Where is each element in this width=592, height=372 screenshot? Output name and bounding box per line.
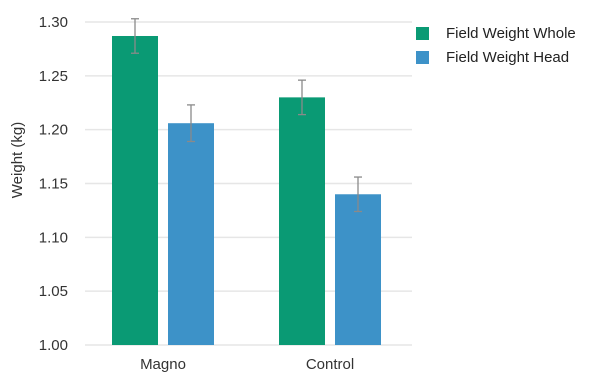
- legend-label: Field Weight Whole: [446, 25, 576, 42]
- x-axis-ticks: Magno Control: [140, 356, 354, 372]
- y-tick-label: 1.10: [39, 229, 68, 246]
- x-tick-label-control: Control: [306, 356, 354, 372]
- y-tick-label: 1.00: [39, 337, 68, 354]
- bar-control-head: [335, 194, 381, 345]
- y-tick-label: 1.25: [39, 68, 68, 85]
- bar-control-whole: [279, 97, 325, 345]
- y-tick-label: 1.30: [39, 14, 68, 31]
- bars: [112, 18, 381, 345]
- legend-label: Field Weight Head: [446, 49, 569, 66]
- bar-magno-head: [168, 123, 214, 345]
- y-axis-ticks: 1.00 1.05 1.10 1.15 1.20 1.25 1.30: [39, 14, 68, 354]
- bar-magno-whole: [112, 35, 158, 345]
- y-tick-label: 1.15: [39, 176, 68, 193]
- y-axis-label: Weight (kg): [9, 122, 26, 198]
- legend-swatch: [416, 51, 429, 64]
- y-tick-label: 1.05: [39, 283, 68, 300]
- y-tick-label: 1.20: [39, 122, 68, 139]
- x-tick-label-magno: Magno: [140, 356, 186, 372]
- legend: Field Weight Whole Field Weight Head: [416, 25, 576, 66]
- legend-swatch: [416, 27, 429, 40]
